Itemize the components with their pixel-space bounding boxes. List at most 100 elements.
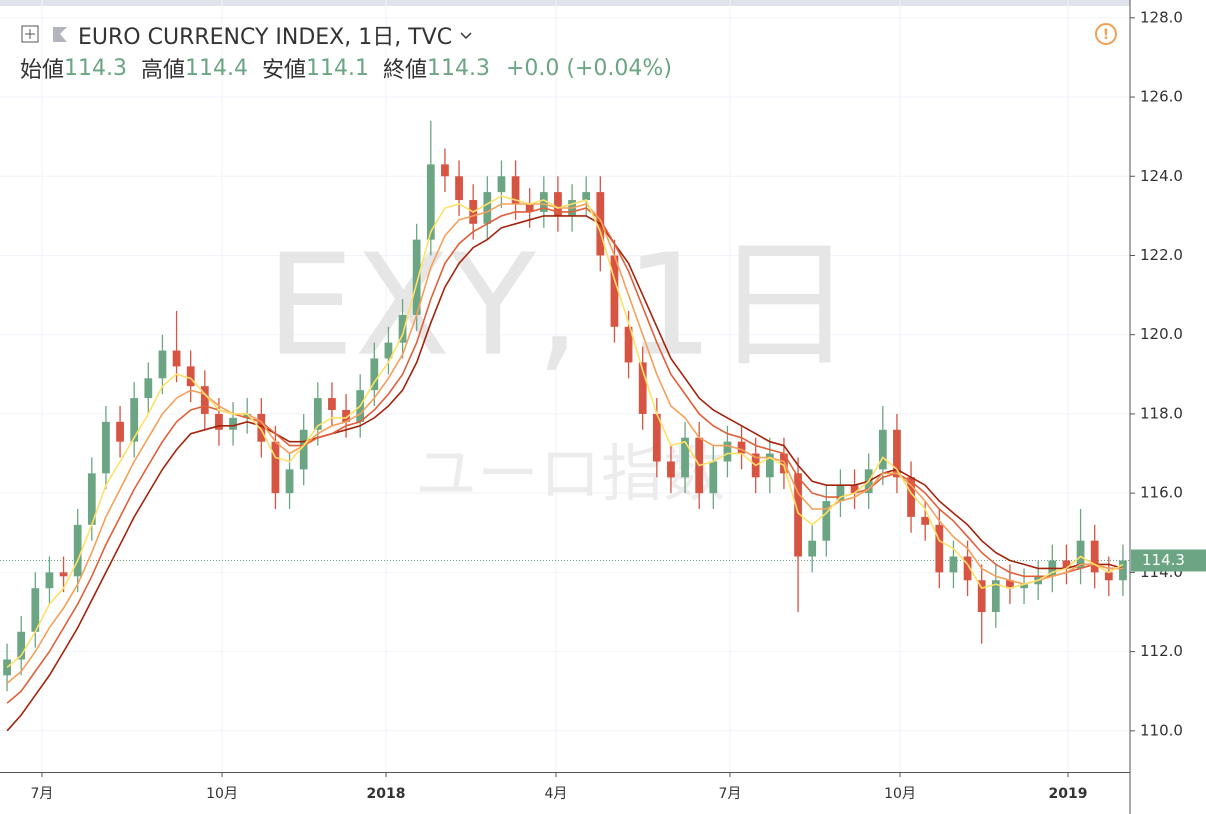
candle-body: [525, 203, 534, 212]
candle-body: [384, 342, 393, 359]
candle-body: [102, 421, 110, 474]
y-tick-label: 126.0: [1140, 88, 1183, 106]
candle-body: [638, 362, 647, 414]
ohlc-label: 終値: [383, 58, 428, 83]
candle-body: [257, 413, 266, 442]
candle-body: [342, 409, 350, 422]
candle-body: [130, 398, 139, 442]
top-strip: [0, 0, 1206, 6]
candle-body: [723, 441, 732, 462]
x-tick-label: 2019: [1049, 786, 1088, 802]
candle-body: [935, 524, 944, 573]
y-tick-label: 122.0: [1140, 246, 1183, 264]
candle-body: [313, 398, 322, 430]
candle-body: [116, 421, 124, 442]
x-axis-panel: [0, 772, 1206, 814]
symbol-title[interactable]: EURO CURRENCY INDEX, 1日, TVC: [78, 25, 453, 50]
candle-body: [949, 556, 958, 573]
candle-body: [652, 413, 661, 462]
candle-body: [73, 524, 82, 577]
dropdown-icon[interactable]: [458, 27, 474, 43]
candle-body: [1062, 560, 1071, 569]
candle-body: [921, 516, 930, 525]
moving-average-line: [6, 215, 1124, 732]
axes-layer: 110.0112.0114.0116.0118.0120.0122.0124.0…: [30, 8, 1206, 802]
candle-body: [31, 588, 40, 632]
candle-body: [850, 485, 859, 494]
candle-body: [483, 192, 492, 224]
ohlc-value: 114.4: [185, 55, 248, 81]
moving-average-line: [6, 203, 1123, 684]
last-price-label: 114.3: [1142, 551, 1185, 569]
candle-body: [497, 176, 506, 193]
alert-icon[interactable]: [1095, 23, 1117, 45]
candle-body: [271, 441, 280, 494]
candle-body: [539, 192, 548, 212]
candle-body: [370, 358, 379, 391]
candle-body: [426, 164, 435, 240]
candle-body: [1020, 584, 1028, 589]
candle-body: [709, 461, 718, 494]
moving-average-line: [6, 195, 1124, 669]
y-tick-label: 110.0: [1140, 721, 1183, 739]
candle-body: [907, 477, 915, 517]
candle-body: [186, 366, 195, 387]
ohlc-label: 始値: [20, 58, 65, 83]
marks-layer: [0, 120, 1130, 732]
x-tick-label: 10月: [206, 786, 238, 802]
candle-body: [144, 378, 153, 399]
candle-body: [59, 572, 68, 577]
moving-average-line: [6, 207, 1123, 704]
x-tick-label: 4月: [544, 786, 567, 802]
candle-body: [1090, 540, 1099, 573]
y-tick-label: 112.0: [1140, 642, 1183, 660]
watermark-subtitle: ユーロ指数: [415, 437, 725, 510]
candle-body: [878, 429, 887, 470]
x-tick-label: 2018: [367, 786, 406, 802]
candle-body: [991, 580, 1000, 612]
header: EURO CURRENCY INDEX, 1日, TVC 始値 114.3 高値 11…: [20, 18, 672, 84]
y-tick-label: 116.0: [1140, 484, 1183, 502]
candle-body: [963, 556, 972, 581]
candle-body: [610, 255, 619, 327]
x-tick-label: 10月: [884, 786, 916, 802]
x-tick-label: 7月: [719, 786, 742, 802]
candle-body: [299, 429, 308, 470]
y-tick-label: 128.0: [1140, 8, 1183, 26]
candle-body: [794, 473, 802, 557]
candle-body: [87, 473, 96, 525]
y-tick-label: 120.0: [1140, 325, 1183, 343]
candle-body: [412, 239, 421, 315]
candle-body: [398, 314, 407, 343]
candle-body: [765, 453, 774, 478]
x-tick-label: 7月: [30, 786, 53, 802]
candle-body: [17, 631, 26, 660]
candle-body: [737, 441, 746, 454]
alert-icon-mark: !: [1103, 27, 1109, 43]
last-price-tag: [1131, 549, 1206, 572]
candle-body: [243, 413, 252, 418]
candle-body: [624, 326, 633, 363]
candle-body: [200, 386, 209, 414]
candle-body: [45, 572, 54, 589]
candle-body: [681, 437, 689, 478]
ohlc-label: 安値: [262, 58, 307, 83]
candle-body: [667, 461, 675, 478]
expand-icon[interactable]: [20, 24, 42, 46]
flag-icon: [53, 27, 67, 42]
y-tick-label: 118.0: [1140, 404, 1183, 422]
candle-body: [511, 176, 520, 204]
candle-body: [441, 164, 449, 177]
candle-body: [822, 501, 831, 541]
candle-body: [215, 413, 223, 430]
candle-body: [455, 176, 463, 201]
candle-body: [1104, 572, 1113, 581]
candle-body: [808, 540, 817, 557]
y-axis-panel: [1130, 0, 1206, 814]
candle-body: [158, 350, 167, 379]
ohlc-value: 114.3: [64, 55, 127, 81]
candle-body: [1076, 540, 1085, 569]
candle-body: [1119, 560, 1127, 581]
